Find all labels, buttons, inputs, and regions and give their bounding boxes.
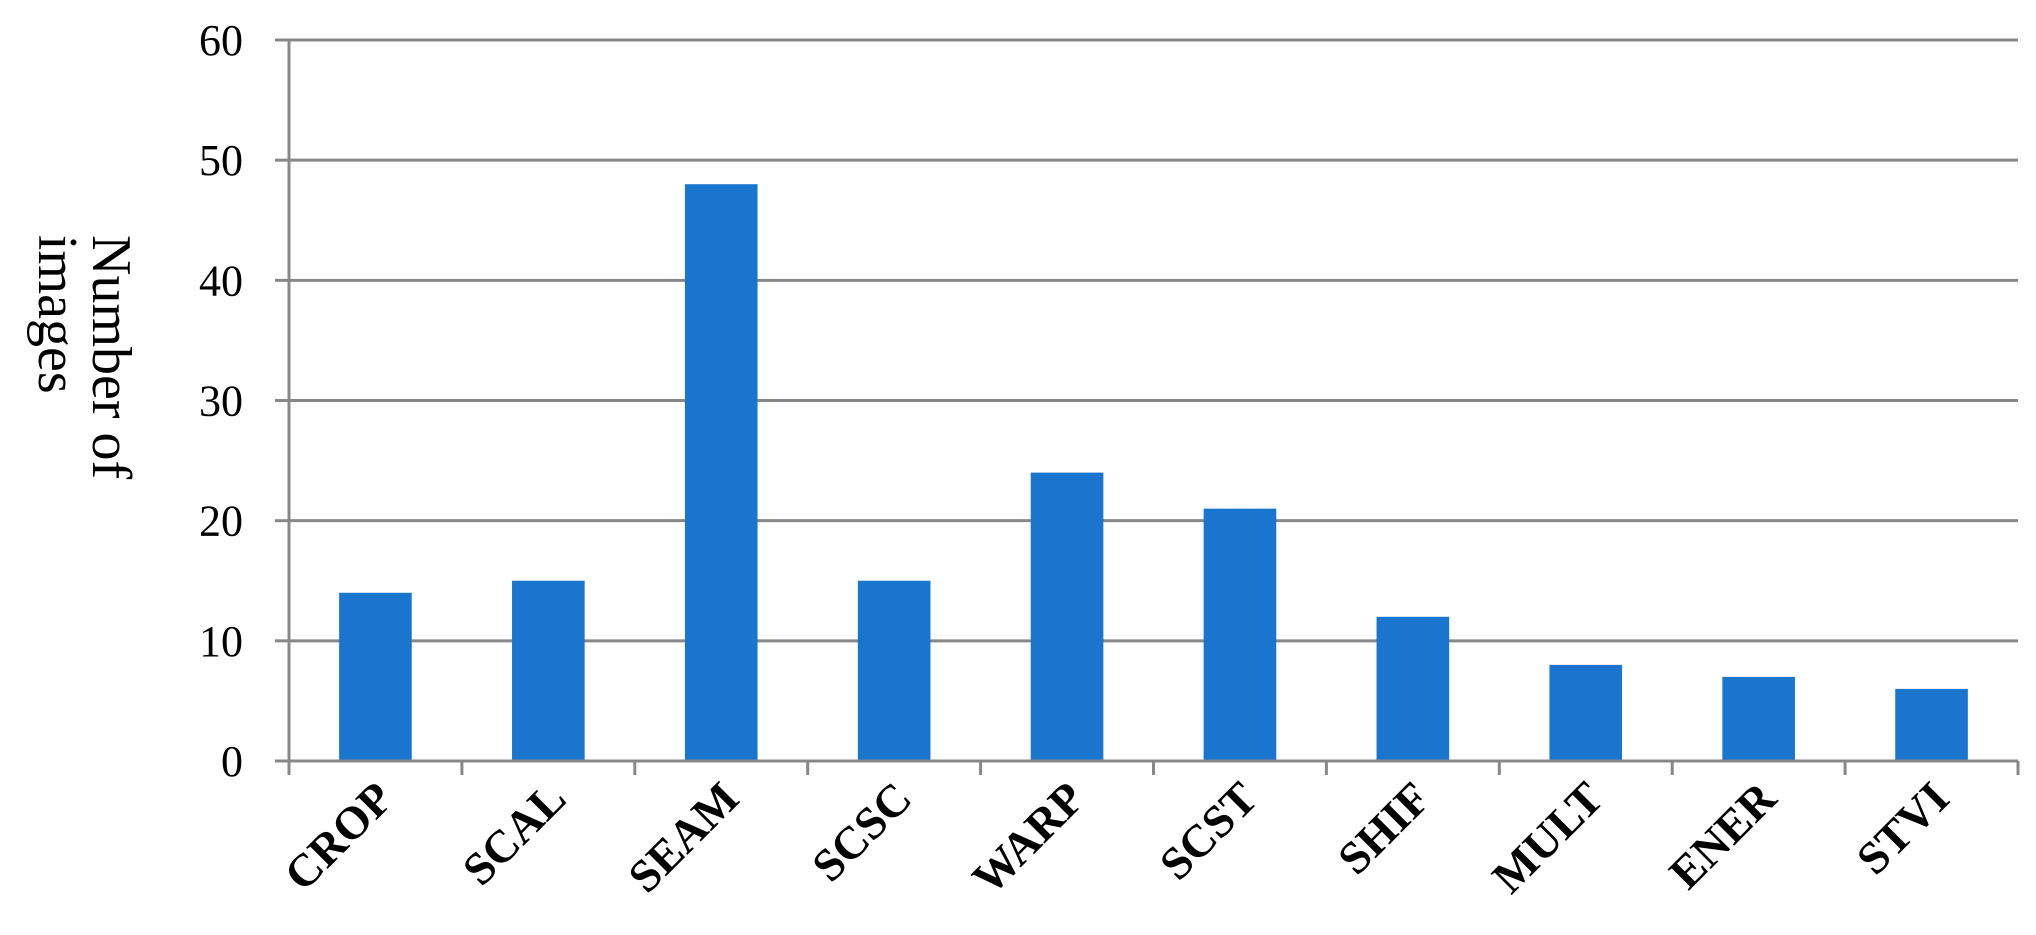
x-tick-label: CROP — [274, 772, 402, 900]
x-tick-label: SHIF — [1328, 772, 1440, 884]
bar — [1549, 664, 1623, 761]
bar — [339, 592, 412, 761]
x-tick-label: STVI — [1847, 772, 1959, 884]
bar — [1722, 676, 1795, 761]
bar — [1376, 616, 1450, 761]
x-tick-label: ENER — [1659, 771, 1786, 898]
bar — [857, 580, 931, 761]
y-tick-label: 30 — [199, 377, 243, 426]
bar — [1203, 508, 1277, 761]
y-tick-label: 60 — [199, 16, 243, 65]
y-tick-label: 40 — [199, 256, 243, 305]
x-tick-label: SCST — [1150, 772, 1267, 889]
x-tick-label: SEAM — [618, 772, 748, 902]
y-axis-label: Number of images — [26, 235, 142, 480]
bar — [512, 580, 585, 761]
y-tick-label: 50 — [199, 136, 243, 185]
y-tick-label: 20 — [199, 497, 243, 546]
bar — [1895, 688, 1968, 761]
x-tick-label: SCSC — [802, 772, 921, 891]
x-tick-label: SCAL — [453, 772, 576, 895]
y-tick-label: 10 — [199, 617, 243, 666]
x-tick-label: MULT — [1482, 772, 1613, 903]
bar — [684, 184, 758, 761]
x-tick-label: WARP — [962, 772, 1094, 904]
y-tick-label: 0 — [221, 737, 243, 786]
bar — [1030, 472, 1104, 761]
